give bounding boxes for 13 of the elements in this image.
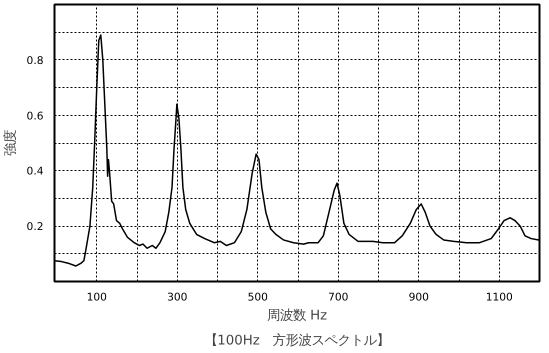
y-tick-label: 0.6 bbox=[26, 109, 44, 122]
text: 【100Hz 方形波スペクトル】 bbox=[204, 332, 390, 348]
x-tick-label: 500 bbox=[248, 290, 268, 304]
y-axis-title: 強度 bbox=[2, 130, 19, 156]
y-tick-label: 0.8 bbox=[26, 54, 44, 67]
y-tick-label: 0.2 bbox=[26, 220, 44, 234]
x-tick-label: 700 bbox=[328, 290, 349, 304]
y-tick-label: 0.4 bbox=[26, 164, 44, 178]
x-tick-label: 1100 bbox=[486, 290, 514, 304]
x-tick-label: 300 bbox=[167, 290, 188, 304]
x-tick-label: 900 bbox=[408, 290, 430, 304]
x-axis-title: 周波数 Hz bbox=[266, 308, 328, 324]
x-tick-label: 100 bbox=[86, 290, 108, 304]
